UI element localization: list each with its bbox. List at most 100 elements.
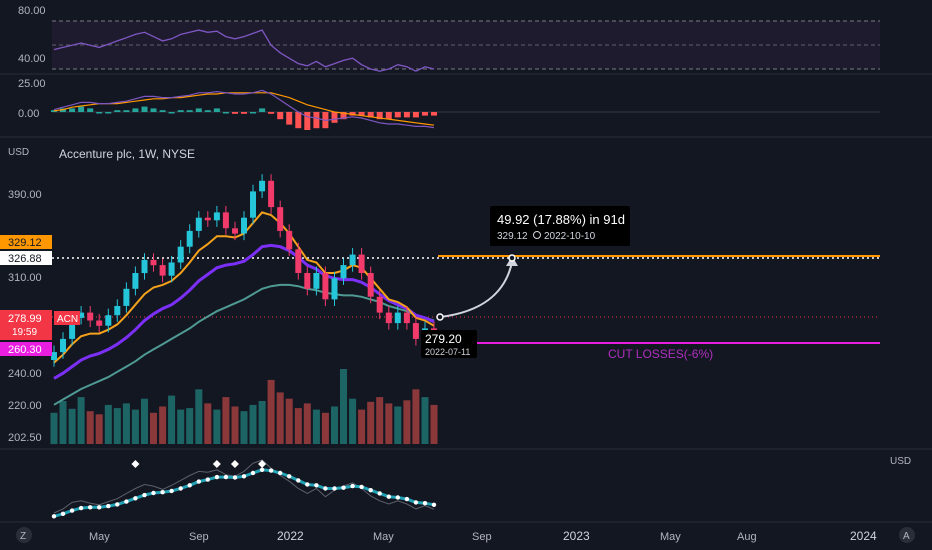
volume-bar bbox=[113, 408, 121, 444]
last-price-text: 278.99 bbox=[8, 313, 42, 325]
currency-label: USD bbox=[8, 147, 29, 158]
macd-histogram-bar bbox=[150, 108, 157, 112]
volume-bar bbox=[68, 408, 76, 444]
candle-body bbox=[385, 312, 392, 324]
volume-bar bbox=[231, 406, 239, 444]
candle-body bbox=[304, 273, 311, 289]
macd-histogram-bar bbox=[87, 108, 94, 112]
symbol-flag-text: ACN bbox=[57, 314, 78, 325]
volume-bar bbox=[276, 392, 284, 444]
macd-histogram-bar bbox=[250, 112, 256, 114]
volume-bar bbox=[403, 400, 411, 445]
candle-body bbox=[159, 265, 166, 276]
bottom-dot bbox=[106, 503, 111, 509]
candle-body bbox=[51, 352, 57, 360]
candle-body bbox=[268, 180, 275, 208]
volume-bar bbox=[204, 403, 212, 444]
rsi-tick-80: 80.00 bbox=[18, 5, 46, 17]
bottom-dot bbox=[404, 496, 410, 502]
bottom-dot bbox=[395, 495, 400, 500]
macd-histogram-bar bbox=[412, 112, 419, 118]
macd-histogram-bar bbox=[232, 112, 238, 114]
macd-histogram-bar bbox=[114, 110, 121, 112]
volume-bar bbox=[312, 409, 320, 444]
volume-layer bbox=[50, 369, 438, 445]
volume-bar bbox=[95, 414, 103, 444]
auto-scale-icon: A bbox=[903, 531, 910, 542]
volume-bar bbox=[50, 412, 58, 445]
symbol-flag bbox=[54, 311, 80, 325]
macd-histogram-bar bbox=[105, 112, 112, 114]
macd-histogram-bar bbox=[186, 110, 193, 112]
volume-bar bbox=[412, 389, 420, 444]
candle-body bbox=[60, 338, 66, 353]
cut-losses-label: CUT LOSSES(-6%) bbox=[608, 347, 713, 361]
volume-bar bbox=[104, 404, 112, 444]
rsi-layer bbox=[53, 29, 435, 72]
macd-histogram-bar bbox=[69, 108, 76, 112]
price-tick-310: 310.00 bbox=[8, 272, 42, 284]
bottom-dot bbox=[151, 490, 156, 496]
macd-histogram-bar bbox=[367, 112, 374, 118]
price-tick-202: 202.50 bbox=[8, 432, 42, 444]
signal-diamond bbox=[230, 460, 239, 468]
projection-box bbox=[490, 206, 630, 246]
candle-body bbox=[349, 254, 356, 266]
volume-bar bbox=[195, 389, 203, 444]
candle-body bbox=[322, 273, 329, 300]
volume-bar bbox=[141, 398, 148, 444]
clock-icon bbox=[533, 231, 541, 239]
volume-bar bbox=[358, 409, 366, 444]
macd-histogram-bar bbox=[168, 112, 175, 114]
bottom-dot bbox=[51, 514, 57, 519]
macd-histogram-bar bbox=[159, 110, 166, 112]
volume-bar bbox=[159, 406, 167, 444]
x-tick-may-3: May bbox=[660, 531, 681, 543]
signal-diamond bbox=[212, 460, 221, 468]
chart-title: Accenture plc, 1W, NYSE bbox=[59, 147, 195, 161]
macd-tick-0: 0.00 bbox=[18, 108, 39, 120]
volume-bar bbox=[222, 397, 230, 444]
macd-histogram-bar bbox=[132, 108, 139, 112]
bottom-dot bbox=[205, 477, 210, 482]
x-tick-2023: 2023 bbox=[563, 529, 590, 543]
candle-body bbox=[213, 212, 220, 221]
macd-histogram-bar bbox=[268, 112, 275, 114]
macd-histogram-bar bbox=[177, 110, 184, 112]
bottom-dot bbox=[187, 483, 192, 488]
x-tick-2022: 2022 bbox=[277, 529, 304, 543]
start-box bbox=[421, 330, 477, 358]
projection-start-dot bbox=[436, 313, 444, 321]
signal-diamond bbox=[131, 460, 140, 468]
bottom-dot bbox=[341, 485, 346, 490]
volume-bar bbox=[168, 395, 176, 444]
last-price-flag bbox=[0, 310, 52, 340]
candle-body bbox=[195, 217, 202, 231]
x-tick-2024: 2024 bbox=[850, 529, 877, 543]
dotted-level-flag-text: 326.88 bbox=[8, 253, 42, 265]
volume-bar bbox=[122, 403, 130, 444]
volume-bar bbox=[367, 401, 375, 444]
macd-histogram-bar bbox=[259, 108, 266, 112]
volume-bar bbox=[186, 408, 194, 444]
macd-histogram-bar bbox=[277, 112, 284, 120]
candle-body bbox=[376, 296, 383, 313]
x-tick-may-1: May bbox=[89, 531, 110, 543]
candle-body bbox=[259, 180, 266, 192]
bottom-dot bbox=[169, 488, 174, 494]
bottom-dot bbox=[60, 511, 66, 516]
candle-body bbox=[123, 288, 130, 306]
candle-body bbox=[241, 217, 247, 234]
macd-histogram-bar bbox=[376, 112, 383, 120]
zoom-button[interactable] bbox=[16, 527, 32, 543]
bottom-dot bbox=[241, 474, 247, 479]
bottom-dot bbox=[323, 486, 328, 491]
projection-detail-date: 2022-10-10 bbox=[544, 231, 596, 242]
macd-histogram-bar bbox=[96, 112, 103, 114]
auto-scale-button[interactable] bbox=[899, 527, 915, 543]
candle-body bbox=[114, 306, 121, 316]
bottom-dot bbox=[350, 483, 355, 489]
bottom-dot bbox=[386, 494, 391, 499]
bottom-dot bbox=[368, 488, 373, 493]
candle-body bbox=[78, 312, 85, 318]
